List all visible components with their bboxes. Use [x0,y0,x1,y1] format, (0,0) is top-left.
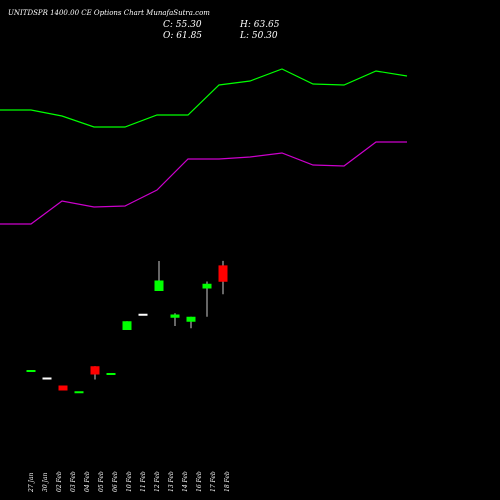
candle-body [26,370,36,372]
x-axis-label: 06 Feb [112,471,119,492]
indicator-line-1 [0,68,408,128]
candle-body [106,373,116,375]
candle-body [58,385,68,391]
x-axis-label: 14 Feb [182,471,189,492]
candle-body [74,391,84,394]
x-axis-label: 18 Feb [224,471,231,492]
candle-body [122,321,132,330]
candle-body [202,283,212,289]
x-axis-label: 17 Feb [210,471,217,492]
candle-body [138,313,148,316]
x-axis-label: 16 Feb [196,471,203,492]
candle-body [186,316,196,322]
open-value: O: 61.85 [163,31,203,41]
indicator-line-2 [0,141,407,225]
x-axis-label: 04 Feb [84,471,91,492]
x-axis-label: 10 Feb [126,471,133,492]
high-value: H: 63.65 [240,20,280,30]
x-axis-label: 05 Feb [98,471,105,492]
x-axis-label: 27 Jan [28,472,35,493]
x-axis-label: 12 Feb [154,471,161,492]
x-axis-label: 03 Feb [70,471,77,492]
x-axis-label: 30 Jan [42,472,49,492]
candle-body [42,377,52,380]
close-value: C: 55.30 [163,20,202,30]
candle-body [218,265,228,282]
x-axis-label: 13 Feb [168,471,175,492]
low-value: L: 50.30 [240,31,278,41]
candle-body [170,314,180,318]
chart-title: UNITDSPR 1400.00 CE Options Chart Munafa… [8,9,210,17]
x-axis-label: 11 Feb [140,471,147,492]
candle-body [154,280,164,291]
x-axis-label: 02 Feb [56,471,63,492]
candle-body [90,366,100,375]
